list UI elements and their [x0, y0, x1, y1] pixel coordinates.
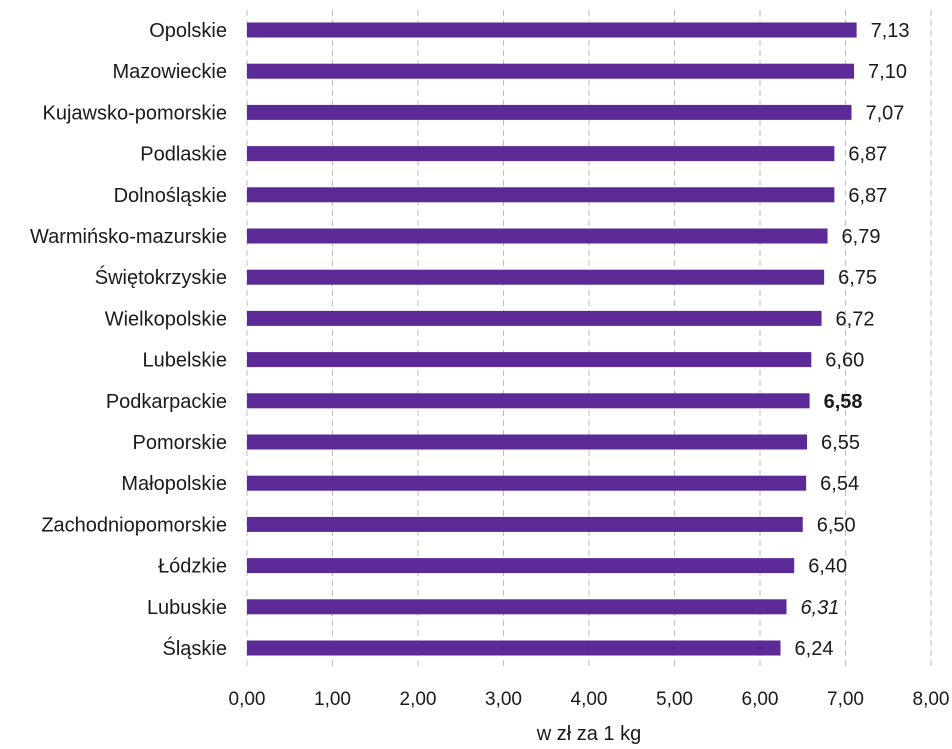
x-tick-label: 5,00 [656, 689, 693, 710]
bar [247, 475, 807, 491]
bar [247, 187, 835, 203]
value-label: 6,31 [801, 597, 840, 619]
bars [247, 22, 857, 656]
x-axis-tick-labels: 0,00 1,00 2,00 3,00 4,00 5,00 6,00 7,00 8,00 [229, 689, 950, 710]
bar [247, 22, 857, 38]
category-label: Wielkopolskie [105, 308, 227, 330]
bar [247, 640, 781, 656]
value-label: 6,50 [817, 514, 856, 536]
category-label: Dolnośląskie [114, 185, 227, 207]
value-label: 6,72 [836, 308, 875, 330]
value-label: 6,58 [824, 391, 863, 413]
bar [247, 104, 852, 120]
category-label: Pomorskie [133, 432, 227, 454]
category-label: Świętokrzyskie [95, 265, 227, 289]
x-tick-label: 2,00 [400, 689, 437, 710]
x-tick-label: 7,00 [827, 689, 864, 710]
bar [247, 310, 822, 326]
bar [247, 393, 810, 409]
x-tick-label: 4,00 [571, 689, 608, 710]
category-labels: Opolskie Mazowieckie Kujawsko-pomorskie Pod… [30, 20, 227, 660]
category-label: Zachodniopomorskie [41, 514, 227, 536]
category-label: Lubuskie [147, 597, 227, 619]
value-label: 7,13 [871, 20, 910, 42]
bar [247, 599, 787, 615]
value-label: 6,40 [808, 556, 847, 578]
x-tick-label: 0,00 [229, 689, 266, 710]
category-label: Śląskie [163, 636, 227, 660]
value-label: 6,87 [848, 144, 887, 166]
value-label: 6,24 [795, 638, 834, 660]
x-tick-label: 6,00 [742, 689, 779, 710]
bar [247, 146, 835, 162]
bar [247, 516, 803, 532]
value-label: 6,60 [825, 350, 864, 372]
x-tick-label: 1,00 [314, 689, 351, 710]
value-label: 6,87 [848, 185, 887, 207]
category-label: Mazowieckie [113, 61, 227, 83]
category-label: Małopolskie [121, 473, 227, 495]
x-axis-title: w zł za 1 kg [536, 723, 641, 745]
value-label: 6,79 [842, 226, 881, 248]
x-tick-label: 3,00 [485, 689, 522, 710]
bar [247, 434, 808, 450]
x-tick-label: 8,00 [913, 689, 950, 710]
value-label: 7,10 [868, 61, 907, 83]
category-label: Kujawsko-pomorskie [42, 102, 227, 124]
bar [247, 558, 795, 574]
bar [247, 352, 812, 368]
value-label: 7,07 [865, 102, 904, 124]
bar [247, 228, 828, 244]
value-label: 6,75 [838, 267, 877, 289]
value-label: 6,54 [820, 473, 859, 495]
category-label: Podkarpackie [106, 391, 227, 413]
bar [247, 63, 855, 79]
category-label: Opolskie [149, 20, 227, 42]
bar [247, 269, 825, 285]
category-label: Łódzkie [158, 556, 227, 578]
category-label: Warmińsko-mazurskie [30, 226, 227, 248]
value-label: 6,55 [821, 432, 860, 454]
category-label: Lubelskie [142, 350, 227, 372]
category-label: Podlaskie [140, 144, 227, 166]
value-labels: 7,13 7,10 7,07 6,87 6,87 6,79 6,75 6,72 6,60 6,58… [795, 20, 910, 660]
